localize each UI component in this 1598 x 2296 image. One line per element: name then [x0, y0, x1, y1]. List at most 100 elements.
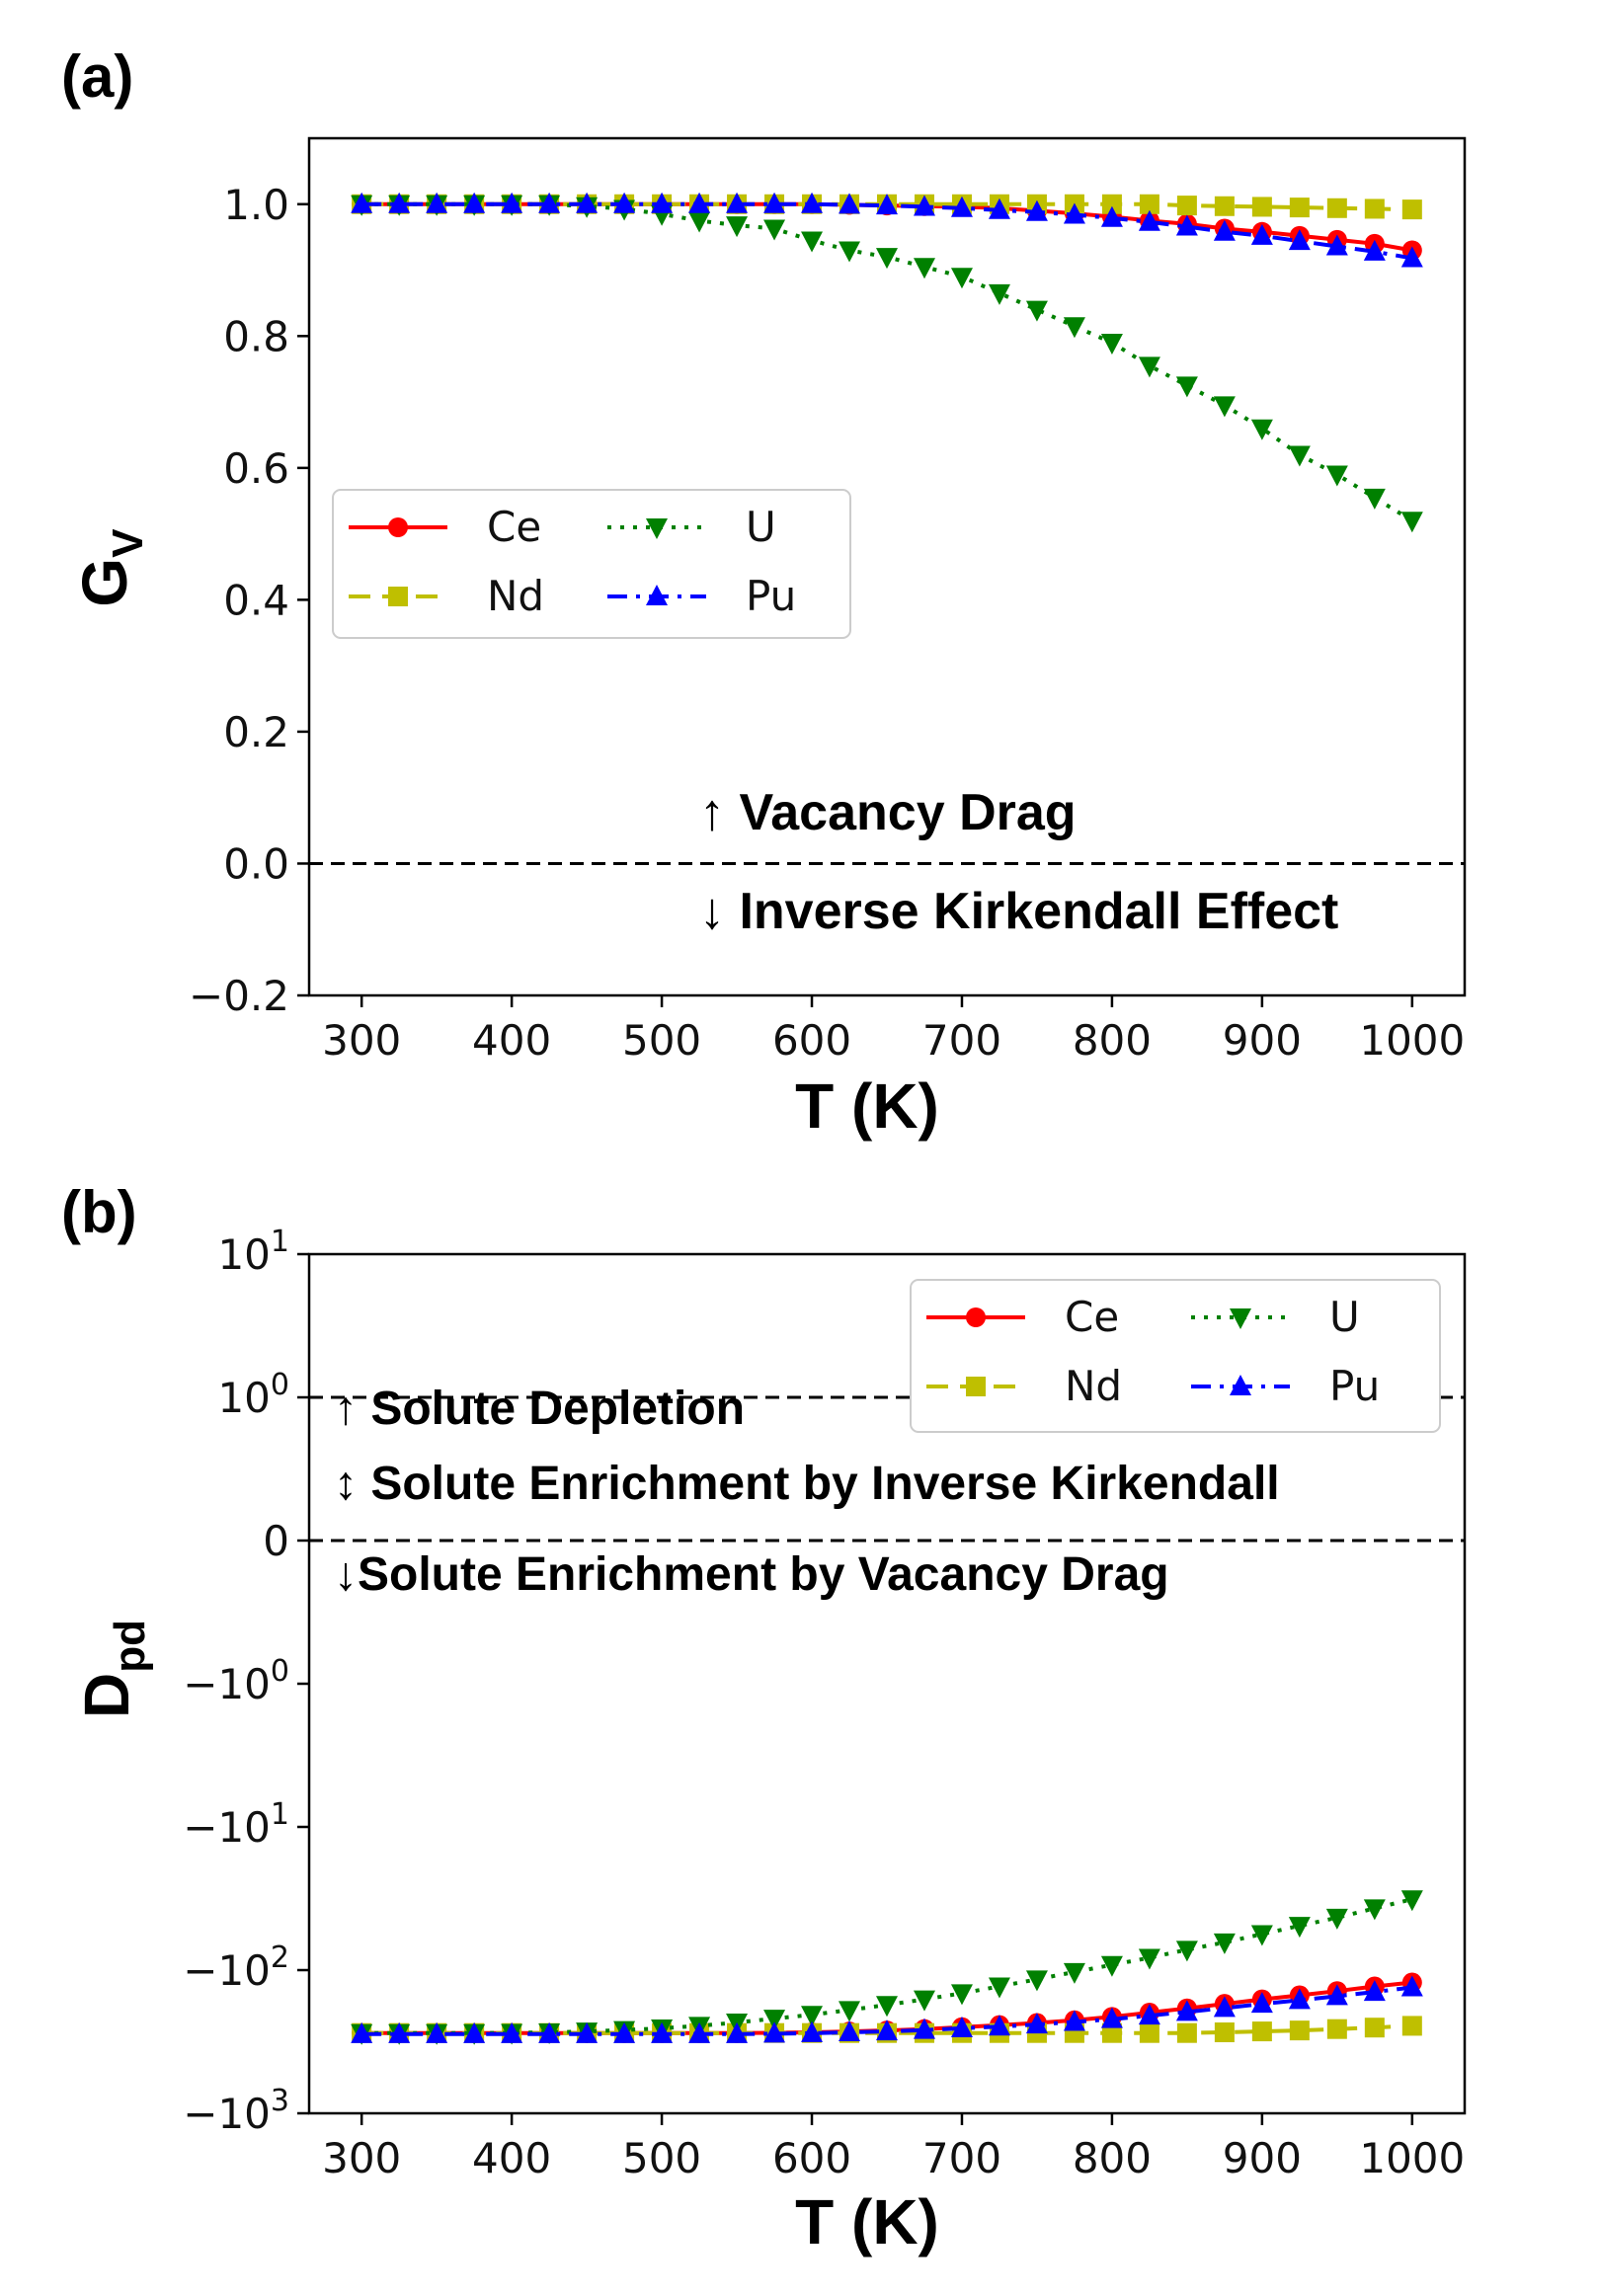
panel-a-point-pu-350: [426, 192, 448, 213]
panel-a-series-pu: [351, 192, 1423, 268]
panel-a-point-pu-650: [876, 194, 898, 215]
panel-b-point-nd-1000: [1401, 2016, 1422, 2036]
panel-b-point-pu-550: [726, 2021, 749, 2043]
panel-a-point-pu-825: [1138, 209, 1160, 231]
panel-b-point-pu-625: [839, 2020, 861, 2042]
panel-b-ylabel-main: D: [71, 1673, 142, 1718]
panel-a-point-pu-400: [501, 192, 523, 213]
panel-b-legend-label-u: U: [1329, 1293, 1360, 1341]
panel-b-point-u-775: [1063, 1962, 1085, 1984]
panel-a-line-pu: [361, 201, 1413, 261]
panel-b-point-nd-975: [1364, 2018, 1385, 2038]
panel-b-point-pu-425: [538, 2021, 561, 2043]
panel-a-point-pu-475: [613, 192, 636, 213]
panel-b-point-u-950: [1325, 1908, 1348, 1930]
panel-b-point-u-1000: [1400, 1890, 1423, 1912]
panel-a-point-nd-900: [1251, 197, 1272, 217]
panel-a-point-u-600: [801, 231, 824, 253]
panel-b-point-u-750: [1025, 1970, 1048, 1992]
panel-a-legend-frame: [332, 489, 851, 639]
panel-b-series-u: [351, 1890, 1423, 2045]
panel-a-point-pu-500: [651, 192, 674, 213]
panel-a-point-nd-800: [1101, 194, 1122, 214]
panel-a-point-pu-625: [839, 193, 861, 214]
panel-b-xtick-label-900: 900: [1223, 2134, 1302, 2182]
panel-b-point-pu-600: [801, 2020, 824, 2042]
panel-b-point-pu-500: [651, 2021, 674, 2043]
panel-a-point-u-675: [913, 258, 935, 279]
panel-b-point-pu-775: [1063, 2010, 1085, 2031]
panel-a-ytick-label-0.6: 0.6: [223, 444, 289, 493]
panel-b-point-nd-900: [1251, 2021, 1272, 2042]
panel-b-point-nd-925: [1289, 2020, 1310, 2041]
panel-b-ytick-label-10: 101: [217, 1225, 289, 1279]
panel-b-point-pu-675: [913, 2018, 935, 2039]
panel-b-xtick-label-800: 800: [1073, 2134, 1152, 2182]
panel-a-xtick-label-1000: 1000: [1359, 1016, 1465, 1065]
panel-a-frame: [307, 136, 1467, 997]
panel-a-point-nd-925: [1289, 198, 1310, 218]
panel-a-point-u-625: [839, 241, 861, 263]
panel-b-point-nd-950: [1326, 2019, 1347, 2039]
panel-b-legend-label-ce: Ce: [1065, 1293, 1119, 1341]
panel-b-point-u-875: [1213, 1933, 1236, 1954]
panel-label-b: (b): [61, 1179, 137, 1245]
panel-a-series-u: [351, 195, 1423, 533]
panel-a-legend-marker-pu: [646, 585, 668, 605]
panel-b-point-pu-800: [1100, 2007, 1123, 2028]
panel-a-point-nd-975: [1364, 198, 1385, 219]
panel-b-ytick-label--100: −102: [183, 1940, 289, 1995]
panel-label-a: (a): [61, 43, 133, 110]
panel-a-legend-label-u: U: [746, 503, 776, 551]
panel-b-legend-marker-u: [1230, 1308, 1251, 1329]
panel-a-ytick-label-0.4: 0.4: [223, 576, 289, 624]
panel-a-point-nd-1000: [1401, 199, 1422, 220]
panel-a-point-u-1000: [1400, 512, 1423, 533]
panel-a-point-pu-375: [463, 192, 486, 213]
panel-b-point-pu-475: [613, 2021, 636, 2043]
panel-b-point-pu-850: [1175, 2000, 1198, 2021]
panel-b-line-pu: [361, 1985, 1413, 2036]
panel-b-point-pu-650: [876, 2019, 898, 2041]
panel-b-point-u-575: [763, 2010, 786, 2031]
panel-a-legend-marker-nd: [388, 587, 408, 606]
panel-a-point-u-850: [1175, 376, 1198, 398]
panel-a-legend-label-pu: Pu: [746, 572, 796, 620]
panel-a-point-u-975: [1363, 488, 1386, 510]
panel-a-ytick-label-0: 0.0: [223, 839, 289, 888]
panel-a-point-pu-875: [1213, 219, 1236, 241]
panel-b-point-nd-850: [1176, 2022, 1197, 2043]
panel-b-point-pu-900: [1250, 1992, 1273, 2014]
panel-b-ytick-label-0: 0: [263, 1517, 289, 1565]
panel-a-ylabel-main: G: [69, 558, 140, 607]
panel-a-xtick-label-500: 500: [622, 1016, 701, 1065]
panel-b-legend-label-pu: Pu: [1329, 1362, 1380, 1410]
panel-a-xtick-label-900: 900: [1223, 1016, 1302, 1065]
panel-b-point-pu-875: [1213, 1996, 1236, 2018]
panel-a-xtick-label-300: 300: [322, 1016, 401, 1065]
panel-b-point-u-825: [1138, 1948, 1160, 1970]
panel-a-point-u-950: [1325, 465, 1348, 487]
panel-a-point-nd-950: [1326, 198, 1347, 218]
panel-b-point-nd-825: [1139, 2022, 1159, 2043]
panel-b-point-nd-875: [1214, 2022, 1235, 2043]
panel-b-point-u-725: [988, 1977, 1010, 1999]
panel-b-point-u-625: [839, 2001, 861, 2022]
panel-b-point-u-700: [950, 1984, 973, 2006]
panel-b-point-u-650: [876, 1996, 898, 2018]
panel-b-point-pu-375: [463, 2021, 486, 2043]
panel-b-point-pu-325: [388, 2021, 411, 2043]
panel-a-point-pu-925: [1288, 229, 1311, 251]
panel-a-point-nd-875: [1214, 196, 1235, 216]
panel-b-xtick-label-500: 500: [622, 2134, 701, 2182]
panel-a-point-pu-725: [988, 198, 1010, 219]
panel-b-point-u-800: [1100, 1955, 1123, 1977]
panel-b-point-pu-450: [576, 2021, 599, 2043]
panel-a-legend-marker-u: [646, 518, 668, 539]
panel-a-point-u-875: [1213, 396, 1236, 418]
panel-a-point-u-700: [950, 268, 973, 289]
panel-b-point-u-850: [1175, 1940, 1198, 1962]
panel-a-point-pu-850: [1175, 214, 1198, 236]
panel-a-point-u-750: [1025, 300, 1048, 322]
